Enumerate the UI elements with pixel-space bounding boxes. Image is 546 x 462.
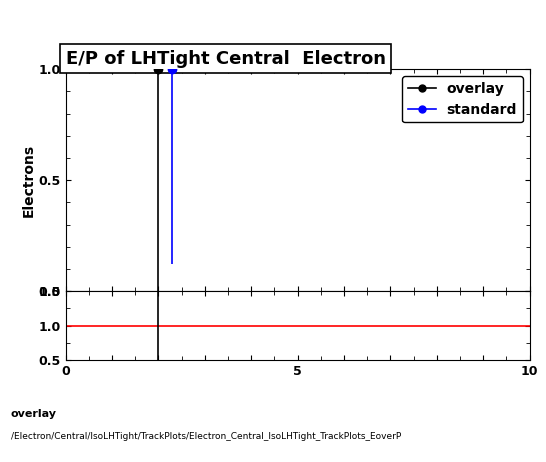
Y-axis label: Electrons: Electrons — [22, 144, 35, 217]
Legend: overlay, standard: overlay, standard — [402, 76, 523, 122]
Text: E/P of LHTight Central  Electron: E/P of LHTight Central Electron — [66, 50, 385, 68]
Text: overlay: overlay — [11, 409, 57, 419]
Text: /Electron/Central/IsoLHTight/TrackPlots/Electron_Central_IsoLHTight_TrackPlots_E: /Electron/Central/IsoLHTight/TrackPlots/… — [11, 432, 401, 441]
